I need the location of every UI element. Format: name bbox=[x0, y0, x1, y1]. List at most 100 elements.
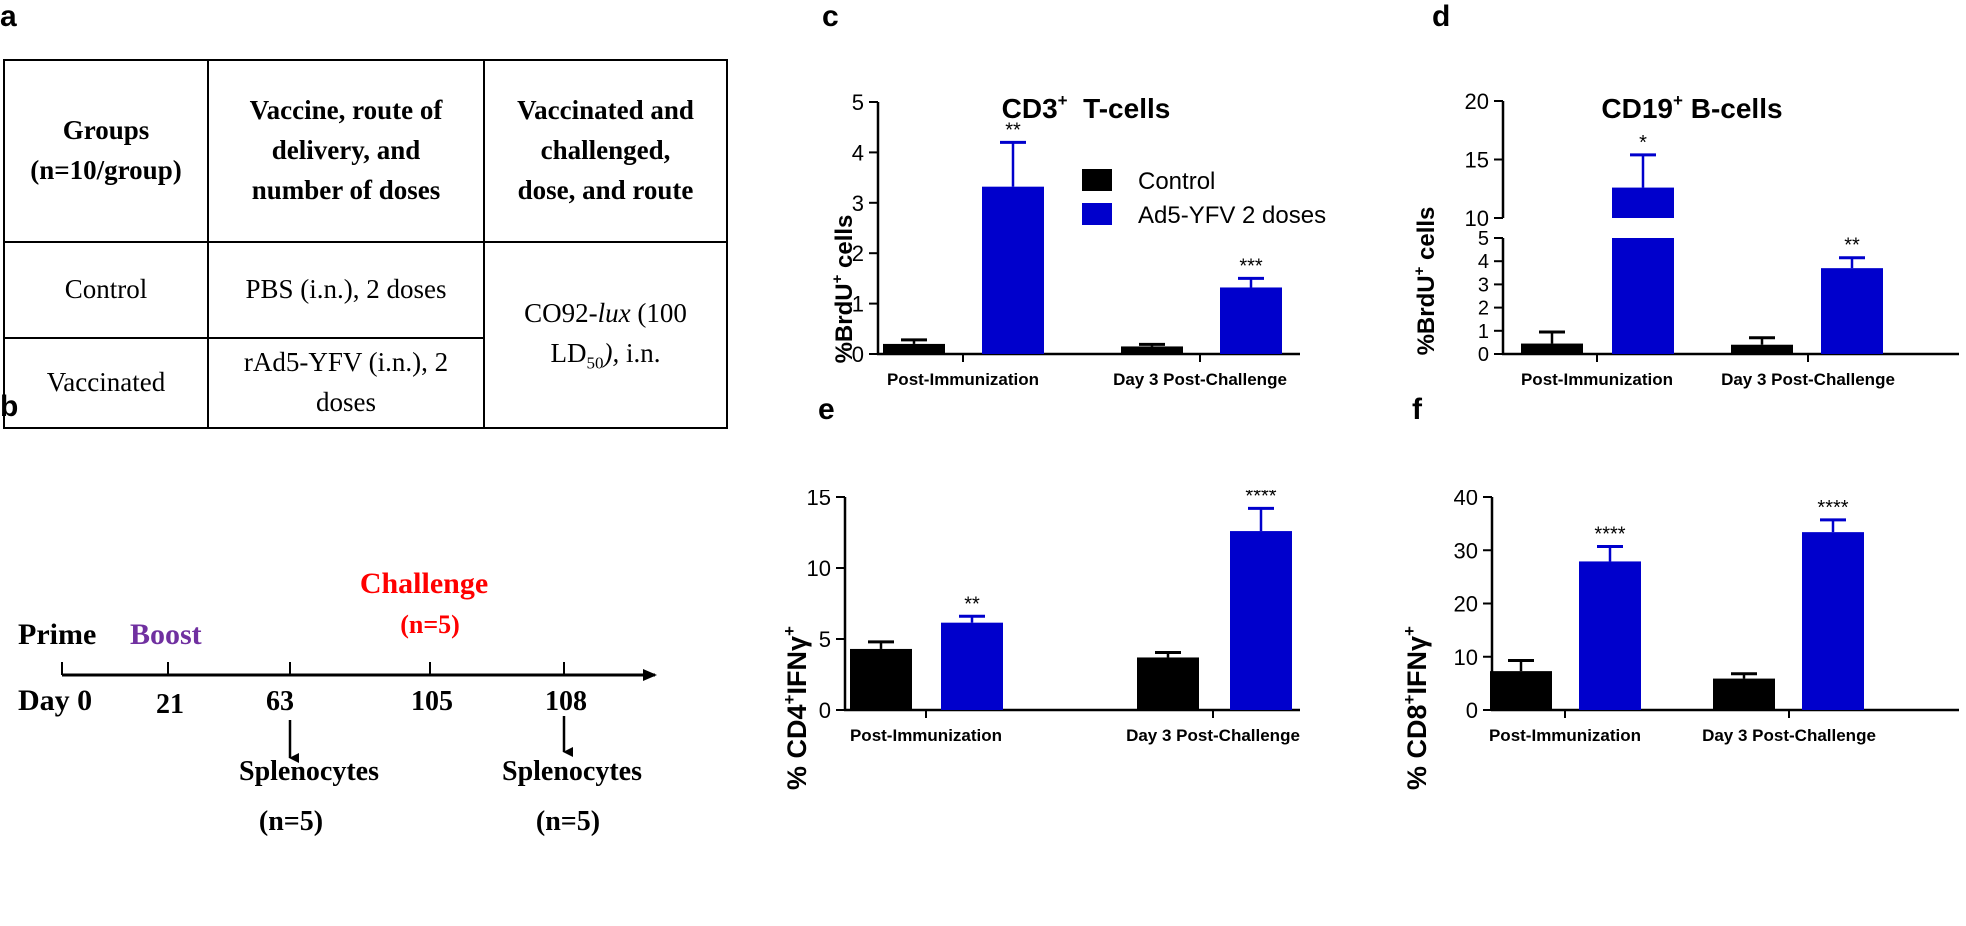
table-header-groups: Groups (n=10/group) bbox=[3, 59, 209, 243]
y-axis-label: % CD4+IFNγ+ bbox=[780, 626, 812, 790]
y-tick-label: 4 bbox=[1478, 251, 1489, 273]
timeline-day: 105 bbox=[411, 686, 453, 717]
challenge-line-1: CO92-lux (100 bbox=[524, 298, 687, 329]
x-tick-label: Post-Immunization bbox=[1521, 370, 1673, 389]
y-tick-label: 15 bbox=[807, 490, 831, 510]
timeline-splenocytes-label: Splenocytes bbox=[502, 756, 642, 787]
timeline-day: 108 bbox=[545, 686, 587, 717]
panel-label-a: a bbox=[0, 0, 17, 33]
y-tick-label: 15 bbox=[1465, 148, 1489, 173]
bar-control bbox=[1121, 346, 1183, 354]
panel-label-e: e bbox=[818, 393, 835, 426]
panel-label-f: f bbox=[1412, 393, 1422, 426]
significance-label: ** bbox=[1005, 119, 1021, 141]
table-cell-group: Vaccinated bbox=[3, 337, 209, 429]
y-axis-label: % CD8+IFNγ+ bbox=[1400, 626, 1432, 790]
table-header-vaccine: Vaccine, route of delivery, and number o… bbox=[207, 59, 485, 243]
timeline-boost-label: Boost bbox=[130, 618, 202, 651]
challenge-line-2: LD50), i.n. bbox=[550, 338, 661, 373]
legend-label-control: Control bbox=[1138, 168, 1215, 195]
y-tick-label: 0 bbox=[852, 342, 864, 367]
bar-vaccine bbox=[941, 622, 1003, 710]
table-header-challenge: Vaccinated and challenged, dose, and rou… bbox=[483, 59, 728, 243]
y-tick-label: 20 bbox=[1465, 89, 1489, 114]
header-line: number of doses bbox=[251, 174, 441, 205]
chart-f-cd8-ifng: % CD8+IFNγ+ 0 10 20 30 40 Post-Immunization **… bbox=[1400, 490, 1959, 790]
y-axis-label: %BrdU+ cells bbox=[829, 215, 858, 364]
bar-vaccine-lower bbox=[1612, 238, 1674, 354]
y-tick-label: 5 bbox=[852, 90, 864, 115]
significance-label: **** bbox=[1594, 524, 1625, 546]
y-tick-label: 0 bbox=[1466, 698, 1478, 723]
significance-label: ** bbox=[1844, 235, 1860, 257]
timeline: Prime Boost Challenge (n=5) Day 0 21 63 … bbox=[18, 567, 657, 837]
chart-title: CD3+ T-cells bbox=[1002, 91, 1171, 124]
x-tick-label: Post-Immunization bbox=[850, 726, 1002, 745]
header-line: Vaccinated and bbox=[517, 95, 694, 126]
y-tick-label: 4 bbox=[852, 140, 864, 165]
table-cell-vaccine: PBS (i.n.), 2 doses bbox=[207, 241, 485, 339]
y-tick-label: 10 bbox=[1465, 206, 1489, 231]
legend-swatch-control bbox=[1082, 169, 1112, 191]
bar-control bbox=[1137, 657, 1199, 710]
y-axis-label: %BrdU+ cells bbox=[1411, 207, 1440, 356]
bar-control bbox=[1490, 671, 1552, 710]
x-tick-label: Day 3 Post-Challenge bbox=[1126, 726, 1300, 745]
header-line: (n=10/group) bbox=[30, 155, 182, 185]
y-tick-label: 2 bbox=[852, 241, 864, 266]
timeline-splenocytes-n: (n=5) bbox=[536, 806, 600, 837]
table-row: Control PBS (i.n.), 2 doses CO92-lux (10… bbox=[3, 241, 728, 429]
chart-title: CD19+ B-cells bbox=[1601, 91, 1782, 124]
panel-label-d: d bbox=[1432, 0, 1451, 33]
bar-vaccine bbox=[1821, 268, 1883, 354]
significance-label: ** bbox=[964, 593, 980, 615]
x-tick-label: Day 3 Post-Challenge bbox=[1113, 370, 1287, 389]
bar-vaccine bbox=[1579, 561, 1641, 710]
table-row: Vaccinated rAd5-YFV (i.n.), 2 doses bbox=[3, 337, 727, 429]
timeline-day: Day 0 bbox=[18, 684, 92, 717]
header-line: challenged, bbox=[540, 135, 671, 166]
timeline-splenocytes-n: (n=5) bbox=[259, 806, 323, 837]
legend-swatch-vaccine bbox=[1082, 203, 1112, 225]
panel-label-c: c bbox=[822, 0, 839, 33]
timeline-challenge-label: Challenge bbox=[360, 567, 488, 600]
y-tick-label: 40 bbox=[1454, 490, 1478, 510]
timeline-day: 21 bbox=[156, 689, 184, 720]
chart-e-cd4-ifng: % CD4+IFNγ+ 0 5 10 15 Post-Immunization ** Day… bbox=[780, 490, 1300, 790]
bar-vaccine bbox=[1612, 187, 1674, 218]
bar-control bbox=[1713, 678, 1775, 710]
significance-label: * bbox=[1639, 132, 1647, 154]
y-tick-label: 30 bbox=[1454, 538, 1478, 563]
timeline-prime-label: Prime bbox=[18, 618, 96, 651]
y-tick-label: 0 bbox=[1478, 344, 1489, 366]
y-tick-label: 1 bbox=[852, 292, 864, 317]
y-tick-label: 2 bbox=[1478, 298, 1489, 320]
timeline-day: 63 bbox=[266, 686, 294, 717]
bar-control bbox=[883, 343, 945, 354]
y-tick-label: 5 bbox=[819, 627, 831, 652]
y-tick-label: 10 bbox=[1454, 645, 1478, 670]
table-cell-vaccine: rAd5-YFV (i.n.), 2 doses bbox=[207, 337, 485, 429]
significance-label: **** bbox=[1817, 497, 1848, 519]
bar-control bbox=[1731, 344, 1793, 354]
x-tick-label: Post-Immunization bbox=[1489, 726, 1641, 745]
y-tick-label: 1 bbox=[1478, 321, 1489, 343]
header-line: dose, and route bbox=[517, 174, 694, 205]
x-tick-label: Day 3 Post-Challenge bbox=[1702, 726, 1876, 745]
y-tick-label: 3 bbox=[852, 191, 864, 216]
x-tick-label: Day 3 Post-Challenge bbox=[1721, 370, 1895, 389]
groups-table: Groups (n=10/group) Vaccine, route of de… bbox=[3, 59, 728, 429]
header-line: delivery, and bbox=[271, 135, 421, 166]
y-tick-label: 5 bbox=[1478, 228, 1489, 250]
y-tick-label: 10 bbox=[807, 556, 831, 581]
table-cell-group: Control bbox=[3, 241, 209, 339]
bar-vaccine bbox=[982, 186, 1044, 354]
significance-label: *** bbox=[1239, 255, 1263, 277]
bar-vaccine bbox=[1230, 531, 1292, 710]
table-header-row: Groups (n=10/group) Vaccine, route of de… bbox=[3, 59, 728, 243]
significance-label: **** bbox=[1245, 490, 1276, 507]
x-tick-label: Post-Immunization bbox=[887, 370, 1039, 389]
y-tick-label: 0 bbox=[819, 698, 831, 723]
bar-vaccine bbox=[1802, 532, 1864, 710]
